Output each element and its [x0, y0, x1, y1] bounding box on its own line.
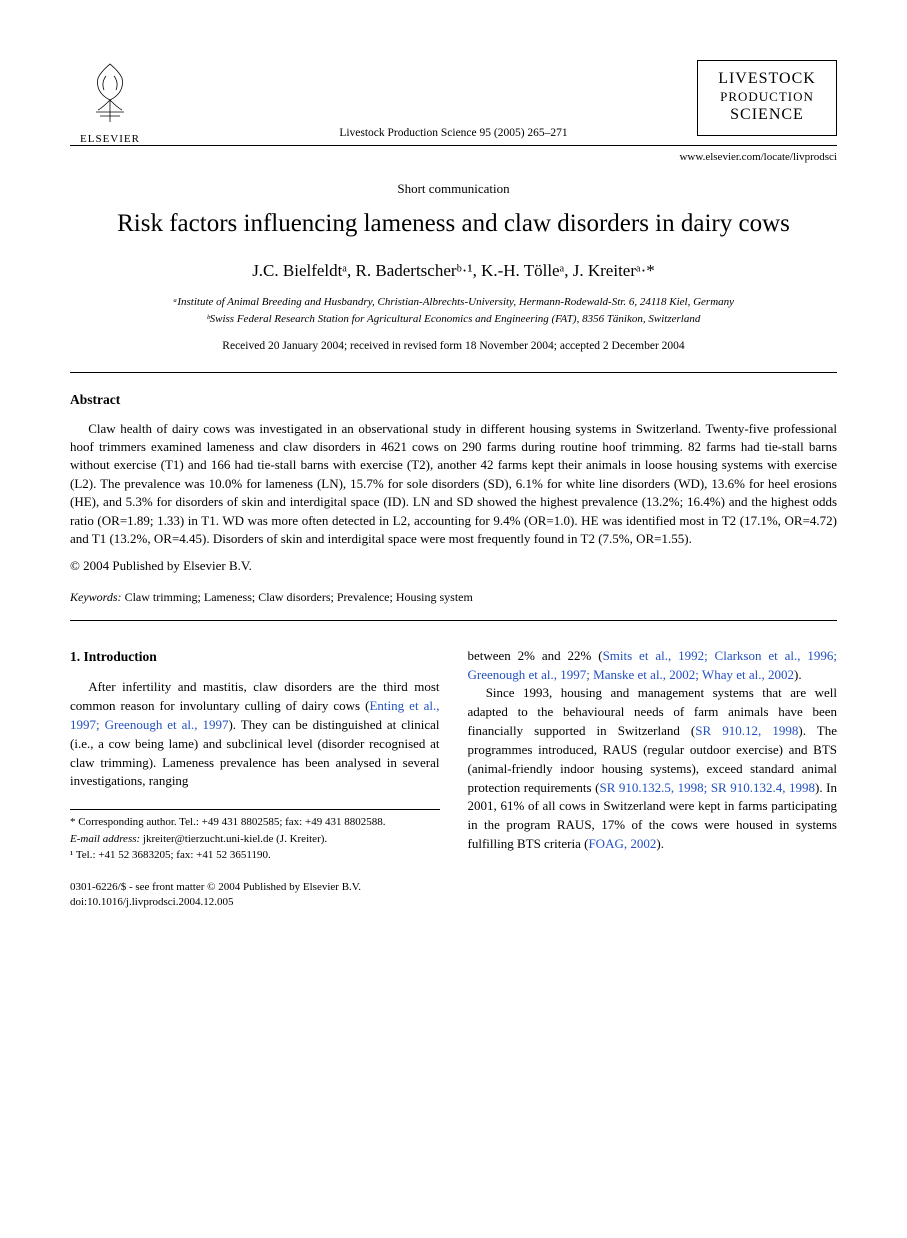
- intro-p3d: ).: [656, 836, 664, 851]
- keywords-list: Claw trimming; Lameness; Claw disorders;…: [122, 590, 473, 604]
- intro-para-3: Since 1993, housing and management syste…: [468, 684, 838, 854]
- journal-line3: SCIENCE: [708, 105, 826, 125]
- article-type: Short communication: [70, 180, 837, 198]
- publisher-logo: ELSEVIER: [70, 60, 150, 147]
- abstract-rule-bottom: [70, 620, 837, 621]
- journal-title-box: LIVESTOCK PRODUCTION SCIENCE: [697, 60, 837, 136]
- article-dates: Received 20 January 2004; received in re…: [70, 338, 837, 354]
- abstract-rule-top: [70, 372, 837, 373]
- section-heading-intro: 1. Introduction: [70, 647, 440, 667]
- locate-url: www.elsevier.com/locate/livprodsci: [70, 150, 837, 165]
- author-list: J.C. Bielfeldtᵃ, R. Badertscherᵇ·¹, K.-H…: [70, 259, 837, 283]
- journal-line2: PRODUCTION: [708, 89, 826, 105]
- publisher-name: ELSEVIER: [70, 132, 150, 147]
- footnote-corresponding: * Corresponding author. Tel.: +49 431 88…: [70, 814, 440, 831]
- abstract-heading: Abstract: [70, 391, 837, 410]
- header-rule: [70, 145, 837, 146]
- footnote-email: E-mail address: jkreiter@tierzucht.uni-k…: [70, 831, 440, 848]
- footnote-tel1: ¹ Tel.: +41 52 3683205; fax: +41 52 3651…: [70, 847, 440, 864]
- front-matter: 0301-6226/$ - see front matter © 2004 Pu…: [70, 880, 837, 911]
- abstract-text: Claw health of dairy cows was investigat…: [70, 420, 837, 549]
- footnote-email-label: E-mail address:: [70, 833, 140, 845]
- footnotes-block: * Corresponding author. Tel.: +49 431 88…: [70, 809, 440, 864]
- intro-para-1: After infertility and mastitis, claw dis…: [70, 678, 440, 791]
- column-left: 1. Introduction After infertility and ma…: [70, 647, 440, 864]
- keywords-label: Keywords:: [70, 590, 122, 604]
- citation-link-3[interactable]: SR 910.12, 1998: [695, 723, 798, 738]
- abstract-copyright: © 2004 Published by Elsevier B.V.: [70, 557, 837, 575]
- front-matter-line1: 0301-6226/$ - see front matter © 2004 Pu…: [70, 880, 837, 895]
- citation-link-4[interactable]: SR 910.132.5, 1998; SR 910.132.4, 1998: [599, 780, 815, 795]
- citation-link-5[interactable]: FOAG, 2002: [588, 836, 656, 851]
- intro-p2a: between 2% and 22% (: [468, 648, 603, 663]
- intro-p2b: ).: [794, 667, 802, 682]
- intro-para-2: between 2% and 22% (Smits et al., 1992; …: [468, 647, 838, 685]
- column-right: between 2% and 22% (Smits et al., 1992; …: [468, 647, 838, 864]
- keywords-line: Keywords: Claw trimming; Lameness; Claw …: [70, 589, 837, 606]
- journal-line1: LIVESTOCK: [708, 69, 826, 89]
- article-title: Risk factors influencing lameness and cl…: [70, 206, 837, 241]
- affiliation-b: ᵇSwiss Federal Research Station for Agri…: [70, 312, 837, 327]
- abstract-body: Claw health of dairy cows was investigat…: [70, 420, 837, 549]
- footnote-email-value: jkreiter@tierzucht.uni-kiel.de (J. Kreit…: [140, 833, 327, 845]
- elsevier-tree-icon: [78, 60, 142, 124]
- body-columns: 1. Introduction After infertility and ma…: [70, 647, 837, 864]
- affiliation-a: ᵃInstitute of Animal Breeding and Husban…: [70, 295, 837, 310]
- front-matter-doi: doi:10.1016/j.livprodsci.2004.12.005: [70, 895, 837, 910]
